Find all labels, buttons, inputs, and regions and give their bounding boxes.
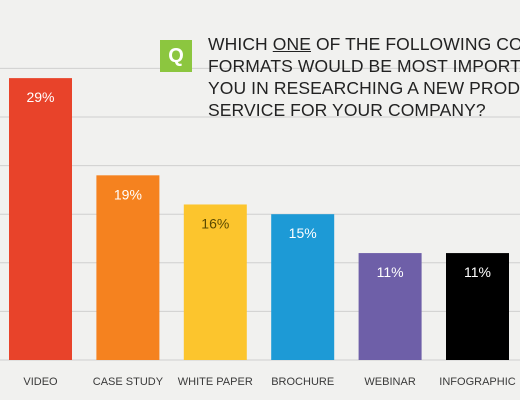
question-text: WHICH ONE OF THE FOLLOWING CONTE FORMATS… <box>208 33 520 121</box>
question-badge: Q <box>160 40 192 72</box>
category-label-white-paper: WHITE PAPER <box>178 376 253 388</box>
category-label-webinar: WEBINAR <box>364 376 415 388</box>
question-badge-letter: Q <box>168 45 184 67</box>
question-line-2: FORMATS WOULD BE MOST IMPORTANT <box>208 56 520 76</box>
question-line-1: WHICH ONE OF THE FOLLOWING CONTE <box>208 33 520 55</box>
bar-white-paper <box>183 204 247 360</box>
bars <box>9 78 509 361</box>
category-label-video: VIDEO <box>23 376 58 388</box>
bar-brochure <box>271 214 335 360</box>
bar-video <box>9 78 72 361</box>
category-label-infographic: INFOGRAPHIC <box>439 376 515 388</box>
category-label-case-study: CASE STUDY <box>93 376 164 388</box>
category-labels: VIDEO CASE STUDY WHITE PAPER BROCHURE WEBINA… <box>23 376 515 388</box>
bar-infographic <box>446 253 509 360</box>
category-label-brochure: BROCHURE <box>271 376 334 388</box>
bar-case-study <box>96 175 160 360</box>
data-label-case-study: 19% <box>114 186 142 202</box>
question-line-1-end: OF THE FOLLOWING CONTE <box>315 34 520 54</box>
question-line-3: YOU IN RESEARCHING A NEW PRODUCT C <box>208 78 520 98</box>
data-label-white-paper: 16% <box>201 215 229 231</box>
bar-webinar <box>358 253 422 360</box>
data-label-webinar: 11% <box>377 264 404 280</box>
question-line-4: SERVICE FOR YOUR COMPANY? <box>208 100 486 120</box>
data-label-infographic: 11% <box>464 264 491 280</box>
data-label-brochure: 15% <box>289 225 317 241</box>
gridlines <box>0 67 520 361</box>
data-label-video: 29% <box>26 89 54 105</box>
question-emphasis: ONE <box>272 34 311 54</box>
question-line-1-start: WHICH <box>208 34 273 54</box>
data-labels: 29% 19% 16% 15% 11% 11% <box>26 89 491 280</box>
